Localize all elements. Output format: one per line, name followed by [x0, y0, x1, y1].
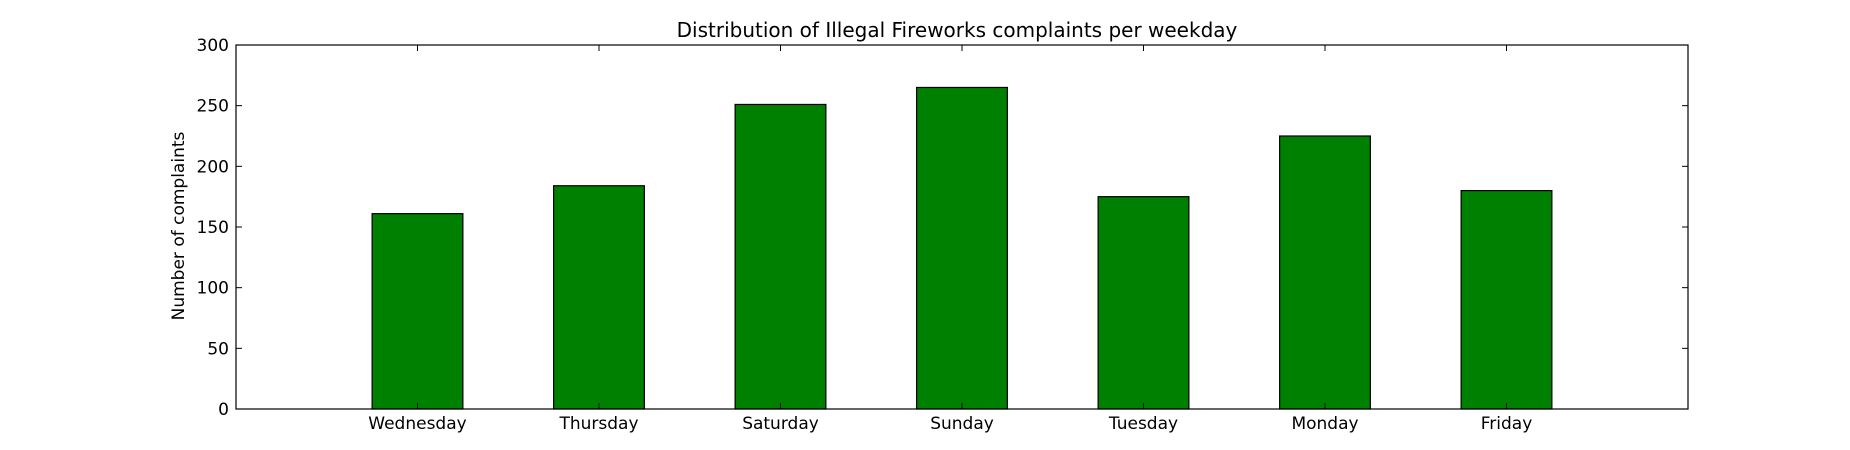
- y-tick-label: 50: [207, 339, 229, 359]
- y-axis-label: Number of complaints: [169, 131, 189, 320]
- x-tick-label: Saturday: [742, 414, 819, 434]
- y-tick-label: 250: [197, 97, 229, 117]
- plot-area-frame: [235, 44, 1689, 410]
- y-tick-label: 200: [197, 157, 229, 177]
- x-tick-label: Tuesday: [1108, 414, 1178, 434]
- bar-monday: [1279, 135, 1371, 410]
- y-tick-label: 150: [197, 218, 229, 238]
- x-tick-label: Sunday: [930, 414, 994, 434]
- bar-tuesday: [1097, 196, 1190, 410]
- bar-friday: [1460, 190, 1553, 410]
- ticks-group: Wednesday Thursday Saturday Sunday Tuesday Mo…: [197, 36, 1688, 434]
- x-tick-label: Thursday: [558, 414, 638, 434]
- chart-title: Distribution of Illegal Fireworks compla…: [677, 18, 1238, 42]
- bar-thursday: [553, 185, 645, 410]
- y-tick-label: 0: [218, 400, 229, 420]
- y-tick-label: 100: [197, 279, 229, 299]
- bar-wednesday: [371, 213, 464, 410]
- x-tick-label: Wednesday: [368, 414, 466, 434]
- y-tick-label: 300: [197, 36, 229, 56]
- x-tick-label: Monday: [1291, 414, 1358, 434]
- bars-group: [371, 86, 1553, 410]
- x-tick-label: Friday: [1481, 414, 1533, 434]
- bar-sunday: [916, 86, 1008, 410]
- bar-saturday: [734, 103, 827, 410]
